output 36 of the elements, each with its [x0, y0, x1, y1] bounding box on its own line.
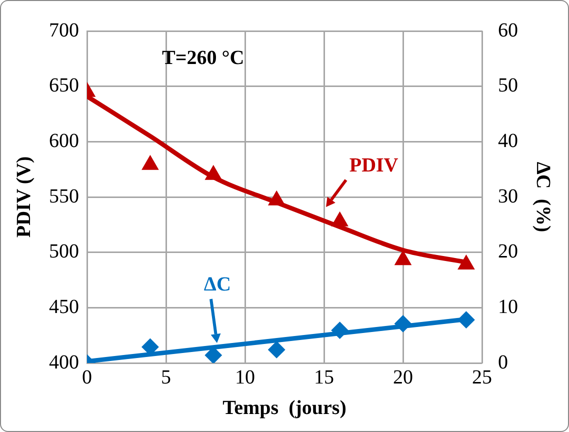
x-tick-label: 15: [314, 366, 334, 388]
point: [394, 250, 412, 266]
y-tick-label: 500: [49, 240, 79, 263]
point: [205, 165, 222, 180]
y-tick-label: 550: [49, 185, 79, 208]
point: [394, 315, 412, 332]
y2-axis-title: ΔC (%): [532, 162, 554, 232]
point: [458, 255, 474, 270]
y2-tick-label: 10: [498, 296, 518, 318]
x-tick-label: 0: [82, 366, 92, 388]
y-tick-label: 650: [49, 74, 79, 97]
point: [268, 190, 285, 206]
y-tick-label: 450: [49, 296, 79, 318]
point: [458, 311, 475, 328]
y-tick-label: 700: [49, 19, 79, 42]
y-tick-label: 600: [49, 130, 79, 152]
y2-tick-label: 30: [498, 185, 518, 208]
y2-tick-label: 20: [498, 240, 518, 263]
x-axis-title: Temps (jours): [222, 397, 346, 420]
x-tick-label: 20: [393, 366, 413, 388]
x-tick-label: 25: [472, 366, 492, 388]
annotation: T=260 °C: [162, 47, 244, 70]
y-axis-title: PDIV (V): [13, 156, 36, 238]
y2-tick-label: 0: [498, 351, 508, 374]
x-tick-label: 5: [161, 366, 171, 388]
y2-tick-label: 40: [498, 130, 518, 152]
text: ΔC: [204, 273, 231, 296]
y2-tick-label: 60: [498, 19, 518, 42]
y2-tick-label: 50: [498, 74, 518, 97]
point: [331, 322, 348, 339]
point: [142, 155, 158, 170]
series-label: PDIV: [349, 154, 399, 177]
point: [332, 212, 348, 226]
point: [268, 341, 286, 358]
x-tick-label: 10: [235, 366, 255, 388]
y-tick-label: 400: [49, 351, 79, 374]
